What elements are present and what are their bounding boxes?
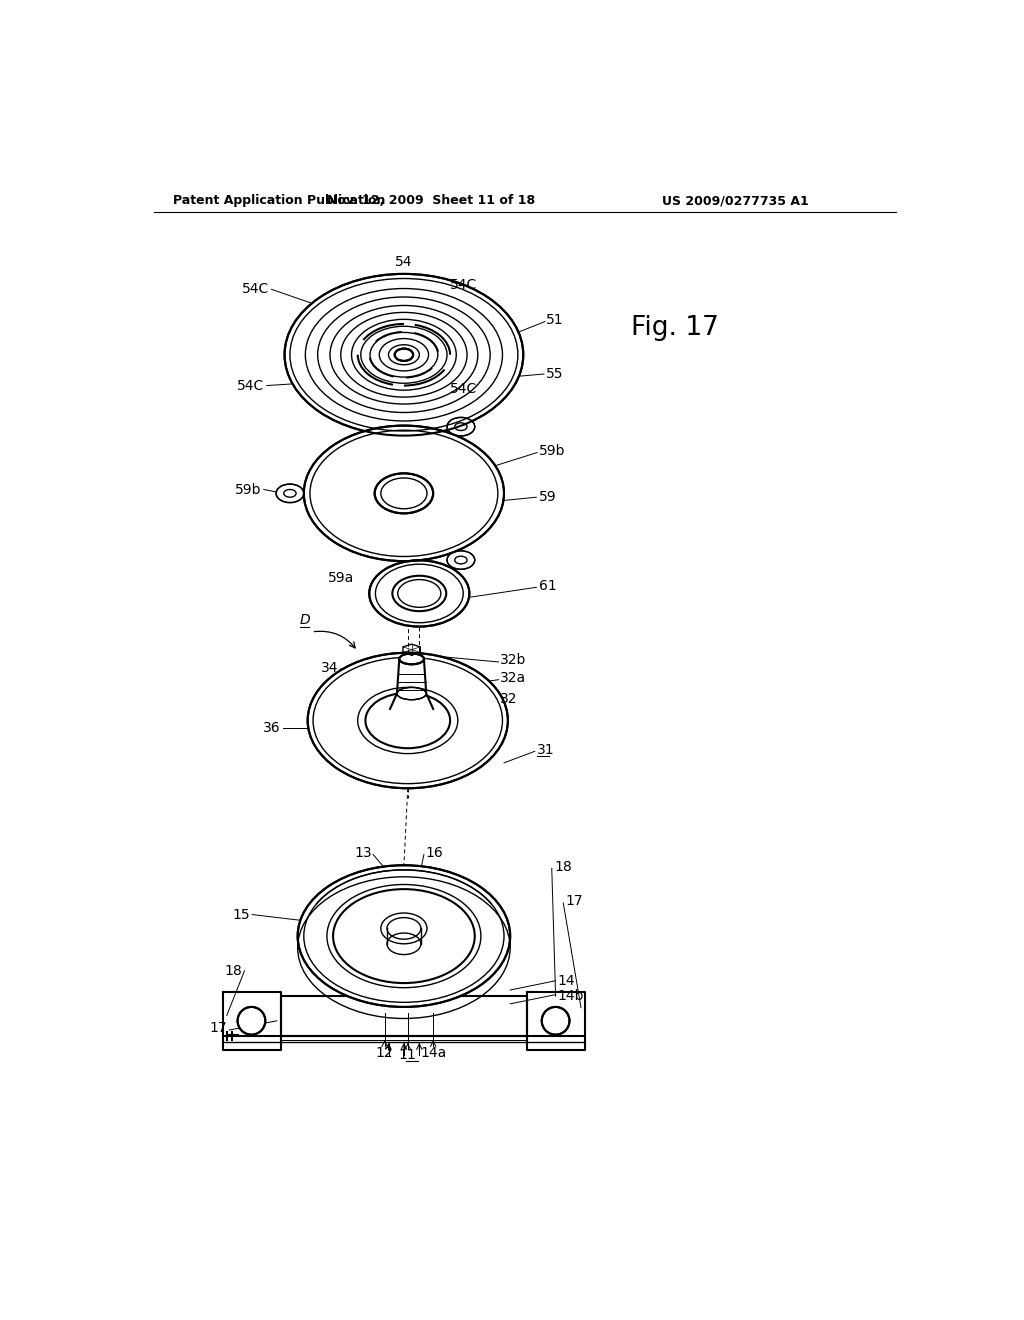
Text: 36: 36: [263, 721, 281, 735]
Ellipse shape: [370, 560, 469, 627]
Text: 59b: 59b: [539, 444, 565, 458]
Text: 34: 34: [321, 661, 339, 675]
Ellipse shape: [394, 348, 413, 360]
Text: 12: 12: [376, 1047, 393, 1060]
Ellipse shape: [285, 275, 523, 436]
Text: 18: 18: [554, 859, 571, 874]
Text: 54C: 54C: [451, 279, 477, 293]
Text: 17: 17: [565, 895, 584, 908]
Text: 18: 18: [224, 964, 243, 978]
Text: D: D: [300, 614, 310, 627]
Text: 31: 31: [538, 743, 555, 756]
Ellipse shape: [375, 474, 433, 513]
Text: 16: 16: [425, 846, 443, 859]
Ellipse shape: [397, 688, 426, 700]
Text: Fig. 17: Fig. 17: [631, 314, 719, 341]
Text: 54C: 54C: [237, 379, 264, 392]
Text: 61: 61: [539, 578, 556, 593]
Ellipse shape: [447, 417, 475, 436]
Ellipse shape: [399, 653, 424, 664]
Text: 11: 11: [399, 1048, 417, 1063]
Text: 59: 59: [539, 490, 556, 504]
Ellipse shape: [542, 1007, 569, 1035]
Ellipse shape: [447, 550, 475, 569]
Ellipse shape: [238, 1007, 265, 1035]
Text: 51: 51: [547, 313, 564, 327]
Text: 13: 13: [354, 846, 372, 859]
Ellipse shape: [298, 866, 510, 1007]
Text: 54: 54: [395, 255, 413, 269]
Text: 32a: 32a: [500, 671, 526, 685]
Text: 14b: 14b: [558, 989, 585, 1003]
Text: 53: 53: [348, 440, 366, 454]
Text: 14: 14: [558, 974, 575, 987]
Text: 59a: 59a: [328, 572, 354, 585]
Ellipse shape: [307, 653, 508, 788]
Text: Patent Application Publication: Patent Application Publication: [173, 194, 385, 207]
Text: 54C: 54C: [242, 282, 269, 296]
Ellipse shape: [304, 425, 504, 561]
Text: 55: 55: [547, 367, 564, 381]
Text: 14a: 14a: [420, 1047, 446, 1060]
Text: Nov. 12, 2009  Sheet 11 of 18: Nov. 12, 2009 Sheet 11 of 18: [327, 194, 535, 207]
Text: 54C: 54C: [451, 383, 477, 396]
Text: 32: 32: [500, 692, 518, 706]
Text: 15: 15: [232, 908, 250, 921]
Text: 52: 52: [423, 440, 440, 454]
Text: 59b: 59b: [234, 483, 261, 496]
Text: US 2009/0277735 A1: US 2009/0277735 A1: [662, 194, 809, 207]
Ellipse shape: [276, 484, 304, 503]
Text: 32b: 32b: [500, 653, 526, 668]
Bar: [281, 997, 527, 1036]
Text: 17: 17: [209, 1022, 226, 1035]
